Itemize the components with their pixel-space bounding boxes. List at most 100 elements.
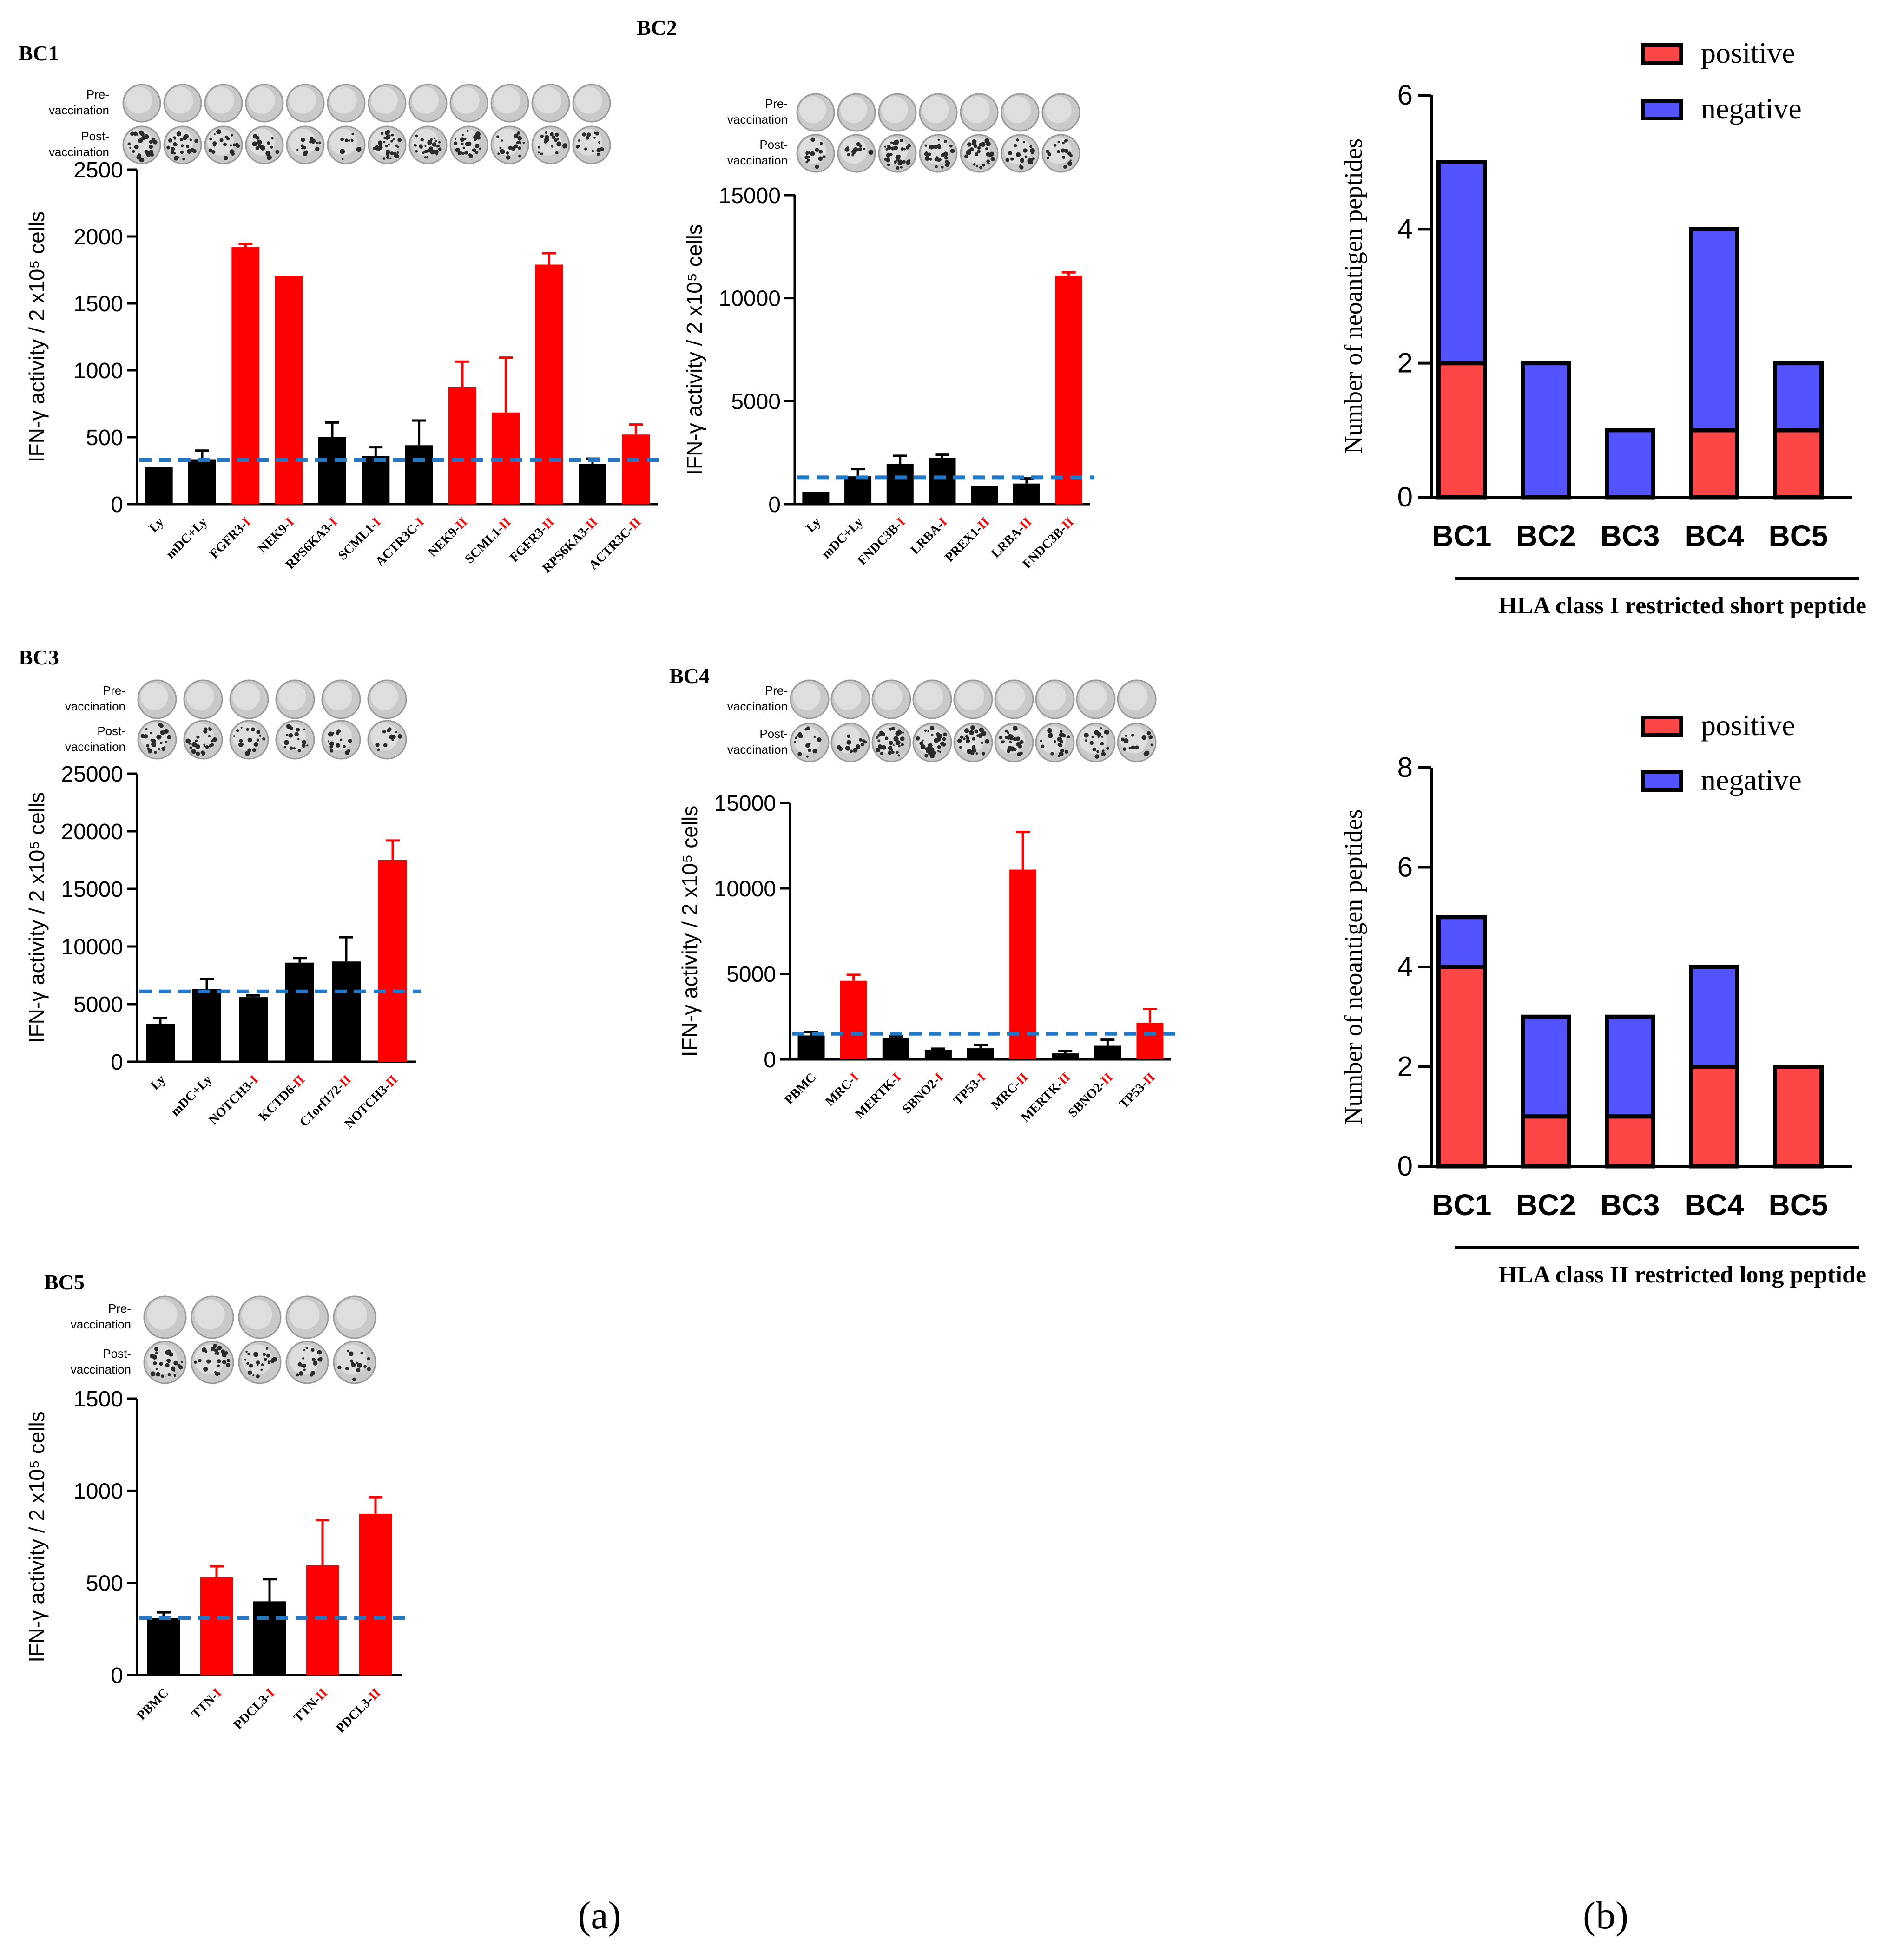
elispot-spot (1148, 735, 1153, 739)
category-label-base: LRBA- (988, 522, 1028, 561)
elispot-spot (1019, 740, 1024, 744)
elispot-spot (1101, 736, 1103, 738)
elispot-spot (514, 144, 519, 148)
bar (200, 1577, 233, 1675)
elispot-spot (889, 741, 893, 745)
bar (362, 456, 390, 504)
elispot-spot (928, 743, 933, 748)
elispot-spot (146, 744, 149, 748)
elispot-well-highlight (575, 87, 602, 114)
elispot-spot (887, 145, 890, 148)
elispot-spot (169, 736, 171, 738)
elispot-spot (286, 724, 291, 729)
well-row-label-post: vaccination (727, 743, 788, 756)
bar (971, 486, 998, 504)
elispot-spot (303, 1368, 306, 1371)
elispot-spot (303, 728, 306, 730)
bar (359, 1513, 392, 1675)
elispot-spot (161, 747, 165, 750)
elispot-spot (168, 138, 172, 143)
elispot-spot (815, 164, 819, 169)
elispot-spot (382, 157, 386, 160)
elispot-spot (173, 143, 178, 146)
elispot-spot (261, 1363, 264, 1366)
elispot-spot (822, 155, 826, 159)
elispot-spot (1091, 736, 1094, 738)
category-label: LRBA-I (908, 515, 950, 557)
elispot-spot (195, 739, 198, 742)
elispot-well-highlight (881, 96, 908, 123)
y-tick-label: 1500 (73, 292, 123, 316)
elispot-spot (522, 141, 525, 144)
elispot-spot (270, 137, 274, 140)
elispot-spot (964, 728, 969, 733)
elispot-spot (1135, 745, 1139, 749)
elispot-spot (1064, 749, 1069, 754)
y-tick-label: 20000 (61, 820, 123, 844)
elispot-spot (945, 153, 948, 156)
elispot-spot (438, 141, 441, 144)
category-label: NEK9-II (425, 515, 470, 560)
elispot-spot (1016, 152, 1021, 157)
elispot-spot (181, 1360, 183, 1363)
elispot-spot (180, 151, 184, 154)
elispot-spot (974, 729, 979, 734)
bar (231, 247, 260, 504)
category-label-base: SCML1- (462, 522, 507, 566)
elispot-spot (173, 1375, 176, 1377)
elispot-spot (973, 163, 976, 166)
elispot-spot (247, 737, 252, 743)
elispot-spot (858, 147, 862, 151)
elispot-spot (245, 1350, 248, 1353)
elispot-spot (383, 743, 388, 748)
elispot-spot (255, 146, 259, 150)
elispot-spot (461, 142, 464, 145)
elispot-spot (937, 745, 941, 749)
elispot-spot (551, 145, 554, 148)
elispot-spot (555, 151, 559, 155)
bar (318, 437, 346, 504)
elispot-spot (265, 1347, 269, 1350)
category-label-base: PBMC (134, 1686, 171, 1723)
bar-segment-positive (1605, 1114, 1655, 1169)
elispot-spot (804, 155, 809, 159)
elispot-spot (924, 144, 927, 147)
bar (1094, 1045, 1121, 1059)
elispot-spot (597, 152, 600, 156)
y-tick-label: 0 (1397, 1150, 1413, 1182)
y-tick-label: 6 (1397, 79, 1413, 111)
elispot-spot (812, 749, 817, 754)
elispot-spot (429, 147, 431, 150)
elispot-spot (340, 138, 344, 142)
elispot-spot (928, 750, 933, 756)
elispot-spot (895, 741, 899, 745)
y-axis-label: IFN-γ activity / 2 x10⁵ cells (25, 211, 49, 463)
elispot-spot (554, 138, 558, 142)
elispot-spot (181, 144, 184, 147)
elispot-spot (1015, 736, 1021, 741)
elispot-well-highlight (1045, 96, 1072, 123)
elispot-spot (1100, 742, 1104, 746)
elispot-spot (154, 751, 157, 754)
elispot-well-highlight (194, 1299, 225, 1330)
bar (929, 458, 956, 504)
elispot-spot (516, 141, 519, 145)
elispot-spot (941, 153, 945, 157)
elispot-spot (392, 152, 395, 155)
y-tick-label: 0 (111, 493, 123, 517)
elispot-spot (900, 147, 904, 151)
category-label-base: NEK9- (425, 522, 463, 559)
elispot-spot (310, 139, 314, 143)
elispot-spot (179, 137, 184, 141)
elispot-spot (256, 730, 261, 734)
elispot-spot (1061, 148, 1065, 153)
elispot-spot (429, 139, 433, 143)
elispot-spot (511, 146, 516, 151)
elispot-spot (977, 146, 981, 150)
elispot-well-highlight (166, 87, 193, 114)
elispot-spot (288, 733, 293, 738)
elispot-spot (383, 141, 386, 144)
elispot-well-highlight (840, 96, 867, 123)
elispot-spot (139, 157, 145, 163)
elispot-spot (395, 144, 398, 147)
